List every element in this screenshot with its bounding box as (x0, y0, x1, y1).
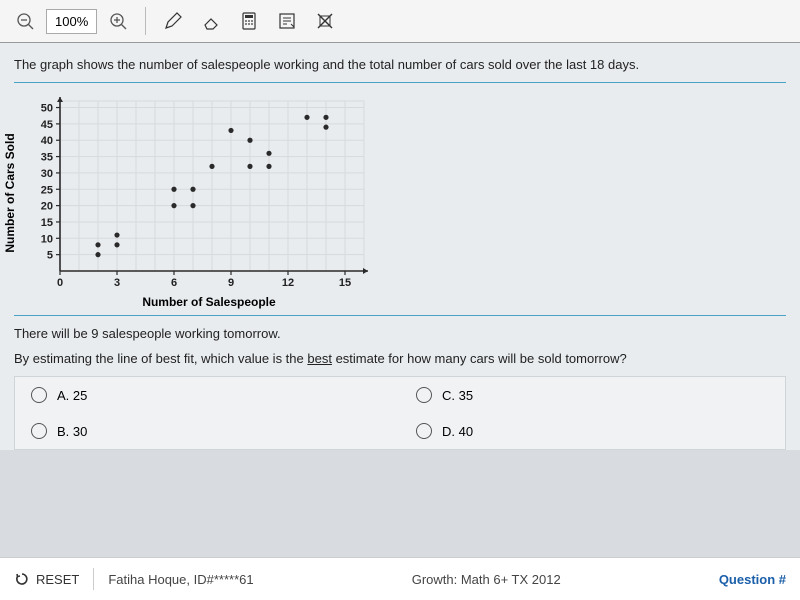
svg-text:3: 3 (114, 277, 120, 289)
calculator-button[interactable] (232, 6, 266, 36)
zoom-out-button[interactable] (8, 6, 42, 36)
zoom-out-icon (16, 12, 34, 30)
footer-bar: RESET Fatiha Hoque, ID#*****61 Growth: M… (0, 557, 800, 600)
svg-text:30: 30 (41, 168, 53, 180)
svg-text:12: 12 (282, 277, 294, 289)
svg-text:20: 20 (41, 201, 53, 213)
eraser-icon (201, 11, 221, 31)
calculator-icon (239, 11, 259, 31)
svg-text:35: 35 (41, 152, 53, 164)
question-underline: best (307, 351, 332, 366)
reset-label: RESET (36, 572, 79, 587)
answer-label: C. 35 (442, 388, 473, 403)
question-text: By estimating the line of best fit, whic… (14, 347, 786, 376)
radio-icon (31, 387, 47, 403)
question-post: estimate for how many cars will be sold … (332, 351, 627, 366)
answer-label: D. 40 (442, 424, 473, 439)
answer-grid: A. 25 C. 35 B. 30 D. 40 (14, 376, 786, 450)
svg-text:40: 40 (41, 135, 53, 147)
radio-icon (416, 423, 432, 439)
zoom-in-button[interactable] (101, 6, 135, 36)
svg-text:5: 5 (47, 250, 53, 262)
pencil-button[interactable] (156, 6, 190, 36)
svg-text:0: 0 (57, 277, 63, 289)
zoom-in-icon (109, 12, 127, 30)
reset-icon (14, 571, 30, 587)
strikethrough-icon (315, 11, 335, 31)
pencil-icon (163, 11, 183, 31)
strikethrough-button[interactable] (308, 6, 342, 36)
radio-icon (416, 387, 432, 403)
svg-text:9: 9 (228, 277, 234, 289)
eraser-button[interactable] (194, 6, 228, 36)
assessment-name: Growth: Math 6+ TX 2012 (412, 572, 561, 587)
content-area: The graph shows the number of salespeopl… (0, 43, 800, 450)
notes-icon (277, 11, 297, 31)
answer-option-d[interactable]: D. 40 (400, 413, 785, 449)
chart-svg: 0 3 6 9 12 15 5 10 15 20 25 30 35 40 45 50 (14, 93, 374, 293)
answer-option-a[interactable]: A. 25 (15, 377, 400, 413)
answer-option-b[interactable]: B. 30 (15, 413, 400, 449)
prompt-text: The graph shows the number of salespeopl… (14, 53, 786, 83)
svg-text:6: 6 (171, 277, 177, 289)
svg-text:25: 25 (41, 184, 53, 196)
x-axis-label: Number of Salespeople (14, 295, 374, 309)
reset-button[interactable]: RESET (14, 571, 79, 587)
toolbar: 100% (0, 0, 800, 43)
radio-icon (31, 423, 47, 439)
notes-button[interactable] (270, 6, 304, 36)
answer-label: A. 25 (57, 388, 87, 403)
svg-text:10: 10 (41, 233, 53, 245)
chart-section: Number of Cars Sold 03691215510152025303… (14, 83, 786, 316)
answer-option-c[interactable]: C. 35 (400, 377, 785, 413)
svg-text:15: 15 (41, 217, 53, 229)
student-info: Fatiha Hoque, ID#*****61 (108, 572, 253, 587)
toolbar-divider (145, 7, 146, 35)
question-number: Question # (719, 572, 786, 587)
svg-text:15: 15 (339, 277, 351, 289)
scatter-chart: Number of Cars Sold 03691215510152025303… (14, 93, 374, 293)
question-pre: By estimating the line of best fit, whic… (14, 351, 307, 366)
footer-divider (93, 568, 94, 590)
svg-text:50: 50 (41, 103, 53, 115)
answer-label: B. 30 (57, 424, 87, 439)
y-axis-label: Number of Cars Sold (3, 133, 17, 252)
zoom-level[interactable]: 100% (46, 9, 97, 34)
sub-prompt-text: There will be 9 salespeople working tomo… (14, 316, 786, 347)
svg-text:45: 45 (41, 119, 53, 131)
